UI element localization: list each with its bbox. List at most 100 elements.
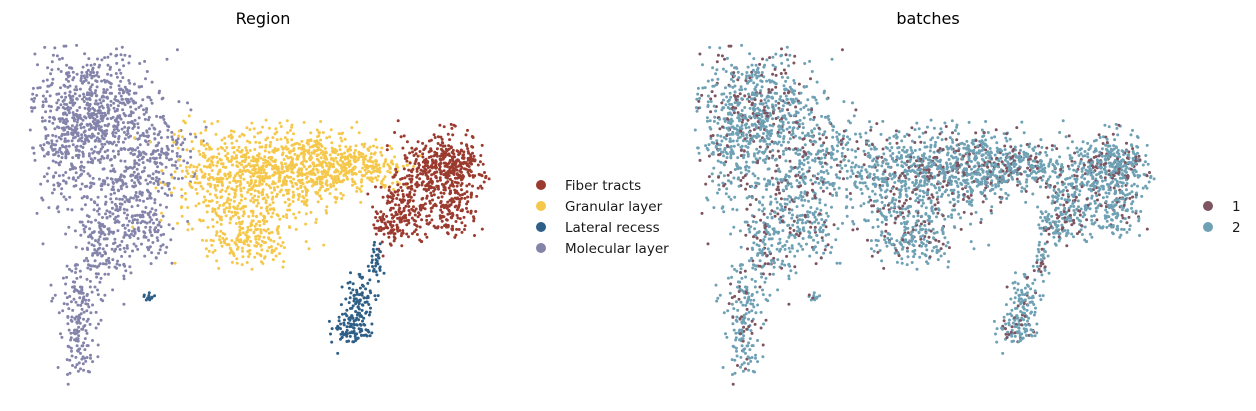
point-batch-1: [767, 90, 771, 94]
point-fiber-tracts: [400, 189, 404, 193]
point-granular-layer: [250, 159, 253, 163]
point-batch-2: [786, 97, 789, 101]
point-granular-layer: [267, 161, 271, 165]
point-fiber-tracts: [410, 184, 414, 188]
point-fiber-tracts: [466, 195, 470, 199]
point-molecular-layer: [72, 176, 75, 180]
point-fiber-tracts: [390, 213, 394, 217]
point-granular-layer: [335, 197, 338, 201]
point-granular-layer: [284, 188, 288, 192]
point-granular-layer: [323, 189, 327, 193]
point-molecular-layer: [123, 159, 127, 163]
point-molecular-layer: [157, 251, 161, 255]
point-batch-2: [759, 79, 763, 83]
point-molecular-layer: [123, 125, 127, 129]
point-granular-layer: [207, 249, 211, 253]
point-batch-2: [717, 183, 721, 187]
point-batch-1: [770, 88, 774, 92]
point-fiber-tracts: [418, 225, 422, 229]
point-batch-1: [723, 57, 726, 61]
point-molecular-layer: [106, 111, 110, 115]
point-granular-layer: [216, 119, 220, 123]
point-granular-layer: [286, 131, 289, 135]
point-granular-layer: [235, 243, 238, 247]
point-molecular-layer: [98, 161, 102, 164]
point-molecular-layer: [107, 265, 111, 269]
point-batch-2: [779, 125, 782, 128]
point-molecular-layer: [80, 74, 84, 78]
point-molecular-layer: [173, 176, 176, 180]
point-molecular-layer: [109, 73, 113, 77]
point-molecular-layer: [145, 70, 149, 73]
point-batch-2: [736, 70, 740, 74]
point-molecular-layer: [53, 152, 57, 156]
point-batch-2: [730, 63, 734, 67]
point-batch-2: [771, 124, 775, 128]
point-molecular-layer: [99, 125, 103, 129]
point-molecular-layer: [55, 108, 59, 112]
point-fiber-tracts: [456, 181, 460, 185]
point-granular-layer: [294, 163, 298, 166]
point-molecular-layer: [63, 84, 67, 88]
point-granular-layer: [230, 156, 234, 160]
point-molecular-layer: [89, 264, 93, 268]
point-molecular-layer: [121, 97, 124, 101]
point-molecular-layer: [82, 169, 86, 173]
point-molecular-layer: [161, 243, 165, 247]
point-molecular-layer: [92, 182, 96, 186]
point-granular-layer: [240, 246, 244, 250]
point-granular-layer: [265, 193, 269, 197]
point-molecular-layer: [60, 134, 64, 138]
point-fiber-tracts: [399, 177, 403, 181]
point-fiber-tracts: [401, 146, 405, 150]
point-molecular-layer: [126, 129, 130, 133]
point-batch-2: [774, 103, 778, 107]
point-granular-layer: [341, 160, 345, 164]
point-molecular-layer: [136, 213, 139, 217]
point-batch-1: [726, 117, 730, 121]
point-fiber-tracts: [402, 182, 406, 186]
point-granular-layer: [307, 180, 311, 183]
point-batch-2: [721, 181, 725, 185]
point-molecular-layer: [143, 117, 147, 121]
point-lateral-recess: [339, 327, 342, 331]
point-granular-layer: [242, 177, 246, 181]
point-granular-layer: [286, 208, 290, 212]
point-molecular-layer: [115, 266, 119, 270]
point-granular-layer: [228, 171, 232, 174]
point-granular-layer: [184, 175, 188, 179]
point-fiber-tracts: [412, 218, 416, 222]
point-granular-layer: [319, 156, 323, 160]
point-batch-2: [740, 109, 744, 112]
point-molecular-layer: [70, 208, 74, 212]
point-fiber-tracts: [385, 148, 389, 152]
point-granular-layer: [258, 174, 261, 178]
point-batch-2: [774, 52, 778, 56]
point-lateral-recess: [350, 316, 354, 320]
point-batch-2: [739, 85, 743, 89]
point-molecular-layer: [148, 194, 152, 198]
point-fiber-tracts: [460, 182, 464, 185]
point-fiber-tracts: [387, 188, 391, 192]
legend-label-lateral-recess: Lateral recess: [565, 220, 660, 236]
point-batch-2: [793, 81, 797, 85]
point-granular-layer: [238, 174, 242, 178]
point-granular-layer: [302, 120, 306, 124]
point-granular-layer: [363, 168, 367, 172]
point-fiber-tracts: [448, 177, 452, 181]
point-batch-2: [706, 94, 710, 98]
point-molecular-layer: [119, 159, 123, 163]
point-granular-layer: [291, 200, 295, 203]
point-batch-1: [718, 152, 722, 156]
point-molecular-layer: [147, 118, 150, 122]
point-granular-layer: [284, 162, 287, 166]
point-granular-layer: [302, 196, 306, 200]
point-molecular-layer: [129, 120, 133, 124]
point-batch-2: [709, 100, 713, 103]
point-molecular-layer: [106, 272, 110, 276]
point-lateral-recess: [142, 293, 146, 297]
point-batch-2: [712, 166, 716, 170]
point-molecular-layer: [50, 299, 54, 303]
point-fiber-tracts: [439, 147, 443, 151]
point-granular-layer: [305, 191, 308, 195]
